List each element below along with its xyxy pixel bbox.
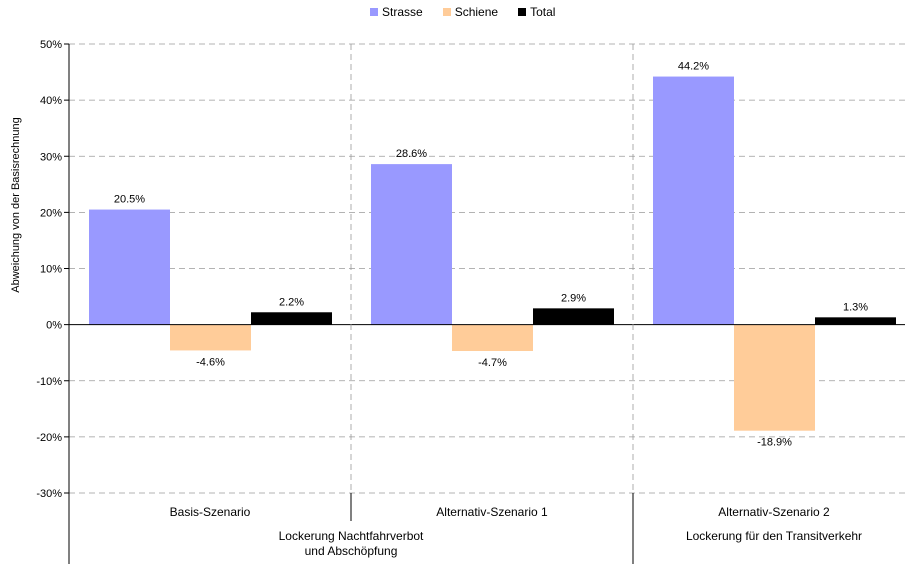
group-label: Lockerung Nachtfahrverbot (279, 529, 424, 543)
y-tick-label: 10% (40, 264, 62, 276)
data-label: 28.6% (396, 148, 427, 160)
legend-label-schiene: Schiene (454, 5, 499, 19)
data-label: 2.9% (561, 292, 586, 304)
y-tick-label: -30% (36, 488, 62, 500)
y-tick-label: -10% (36, 376, 62, 388)
legend: Strasse Schiene Total (370, 5, 555, 19)
bar-strasse (653, 76, 734, 325)
bar-schiene (170, 324, 251, 351)
data-label: -18.9% (757, 437, 792, 449)
legend-swatch-strasse (370, 8, 378, 16)
category-label: Alternativ-Szenario 2 (718, 505, 830, 519)
bar-total (815, 317, 896, 325)
category-label: Alternativ-Szenario 1 (436, 505, 548, 519)
legend-swatch-total (518, 8, 527, 16)
category-label: Basis-Szenario (170, 505, 251, 519)
bar-total (533, 308, 614, 325)
group-label: Lockerung für den Transitverkehr (686, 529, 862, 543)
data-label: 2.2% (279, 296, 304, 308)
data-label: -4.6% (196, 356, 225, 368)
bar-strasse (89, 209, 170, 325)
y-tick-label: 40% (40, 95, 62, 107)
y-tick-label: 30% (40, 151, 62, 163)
bar-strasse (371, 164, 452, 325)
y-tick-label: 50% (40, 39, 62, 51)
data-label: 44.2% (678, 61, 709, 73)
group-label: und Abschöpfung (305, 544, 398, 558)
bar-total (251, 312, 332, 325)
legend-swatch-schiene (442, 8, 451, 16)
bar-schiene (734, 324, 815, 431)
legend-item-total: Total (518, 5, 555, 19)
y-tick-label: -20% (36, 432, 62, 444)
legend-label-strasse: Strasse (382, 5, 423, 19)
y-tick-label: 20% (40, 207, 62, 219)
legend-label-total: Total (530, 5, 556, 19)
data-label: 1.3% (843, 301, 868, 313)
y-tick-label: 0% (46, 320, 62, 332)
legend-item-strasse: Strasse (370, 5, 423, 19)
data-label: 20.5% (114, 194, 145, 206)
data-label: -4.7% (478, 357, 507, 369)
legend-item-schiene: Schiene (442, 5, 499, 19)
bar-schiene (452, 324, 533, 352)
